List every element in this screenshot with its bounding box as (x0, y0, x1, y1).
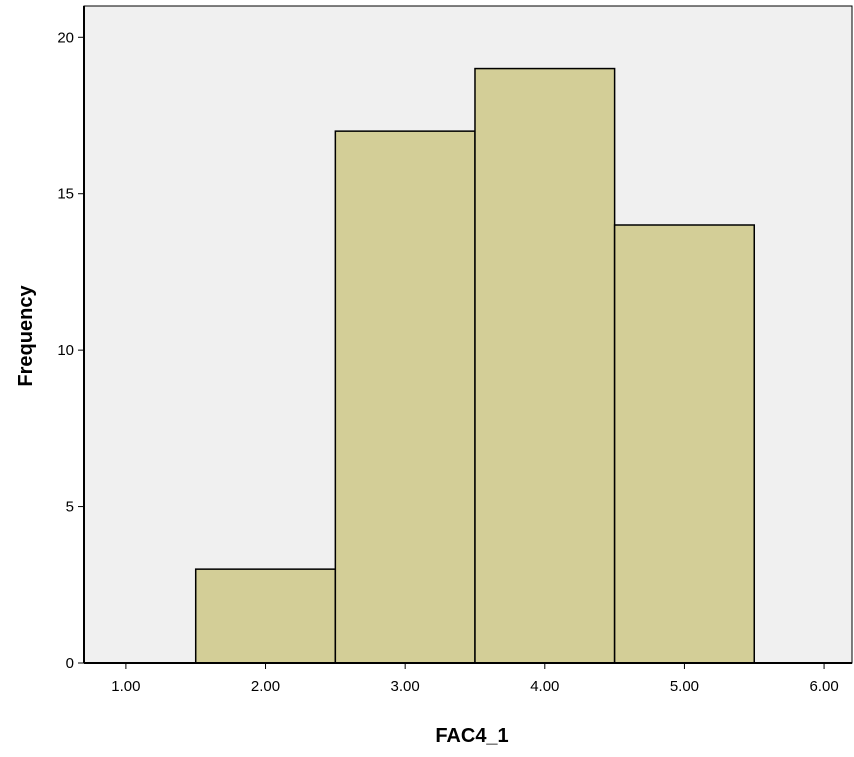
y-tick-label: 20 (57, 29, 74, 46)
y-axis-title: Frequency (15, 285, 37, 387)
bars-group (194, 67, 756, 664)
histogram-bar-1 (194, 568, 337, 664)
y-tick-label: 5 (66, 499, 74, 516)
x-tick-label: 6.00 (809, 678, 838, 695)
x-tick-label: 2.00 (251, 678, 280, 695)
x-tick-label: 3.00 (391, 678, 420, 695)
histogram-bar-4 (613, 224, 756, 664)
x-tick-label: 1.00 (111, 678, 140, 695)
y-tick-label: 10 (57, 342, 74, 359)
y-tick-label: 15 (57, 186, 74, 203)
x-tick-label: 4.00 (530, 678, 559, 695)
x-axis-title: FAC4_1 (435, 725, 508, 747)
histogram-bar-3 (474, 67, 616, 664)
histogram-bar-2 (334, 130, 476, 664)
y-ticks-group: 0 5 10 15 20 (57, 29, 84, 672)
y-tick-label: 0 (66, 655, 74, 672)
x-tick-label: 5.00 (670, 678, 699, 695)
x-ticks-group: 1.00 2.00 3.00 4.00 5.00 6.00 (111, 663, 839, 695)
